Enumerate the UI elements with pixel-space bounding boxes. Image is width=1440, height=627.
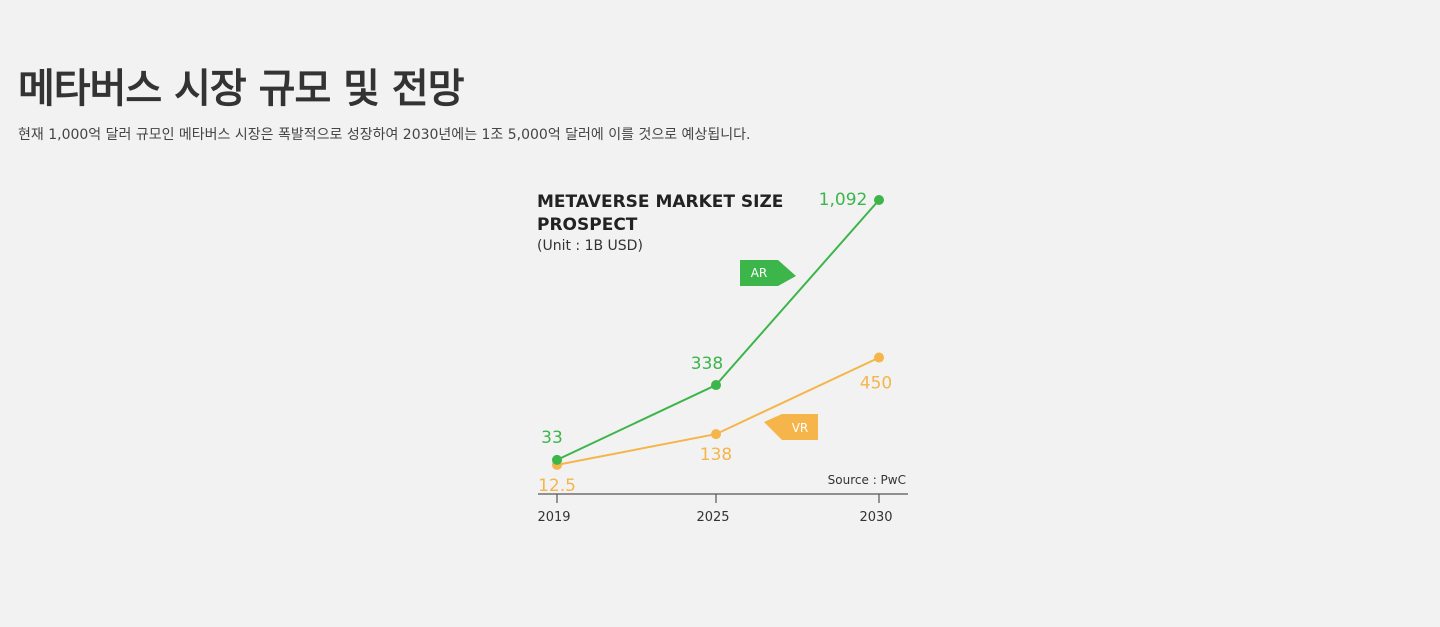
chart-title-line-2: PROSPECT — [537, 215, 638, 235]
data-label-ar: 1,092 — [819, 190, 868, 210]
x-tick-label: 2025 — [696, 510, 729, 525]
x-tick-label: 2030 — [859, 510, 892, 525]
series-layer: 12.5 138 450 VR 33 338 1,092 AR — [538, 190, 892, 496]
page-description: 현재 1,000억 달러 규모인 메타버스 시장은 폭발적으로 성장하여 203… — [18, 127, 751, 143]
series-badge-label-ar: AR — [751, 266, 768, 280]
data-point-ar — [711, 380, 721, 391]
series-badge-label-vr: VR — [792, 421, 809, 435]
data-point-ar — [552, 454, 562, 465]
chart-unit: (Unit : 1B USD) — [537, 238, 643, 254]
data-point-vr — [711, 429, 721, 440]
data-label-vr: 138 — [700, 445, 732, 465]
x-axis-ticks: 2019 2025 2030 — [537, 494, 893, 525]
data-label-vr: 12.5 — [538, 476, 576, 496]
data-label-ar: 338 — [691, 354, 723, 374]
data-point-vr — [874, 352, 884, 363]
series-badge-ar — [740, 260, 796, 286]
chart-title-line-1: METAVERSE MARKET SIZE — [537, 192, 783, 212]
page-title: 메타버스 시장 규모 및 전망 — [18, 66, 465, 112]
data-label-vr: 450 — [860, 374, 892, 394]
chart-source: Source : PwC — [828, 473, 906, 487]
series-badge-vr — [764, 414, 818, 440]
data-label-ar: 33 — [541, 428, 563, 448]
data-point-ar — [874, 195, 884, 205]
x-tick-label: 2019 — [537, 510, 570, 525]
